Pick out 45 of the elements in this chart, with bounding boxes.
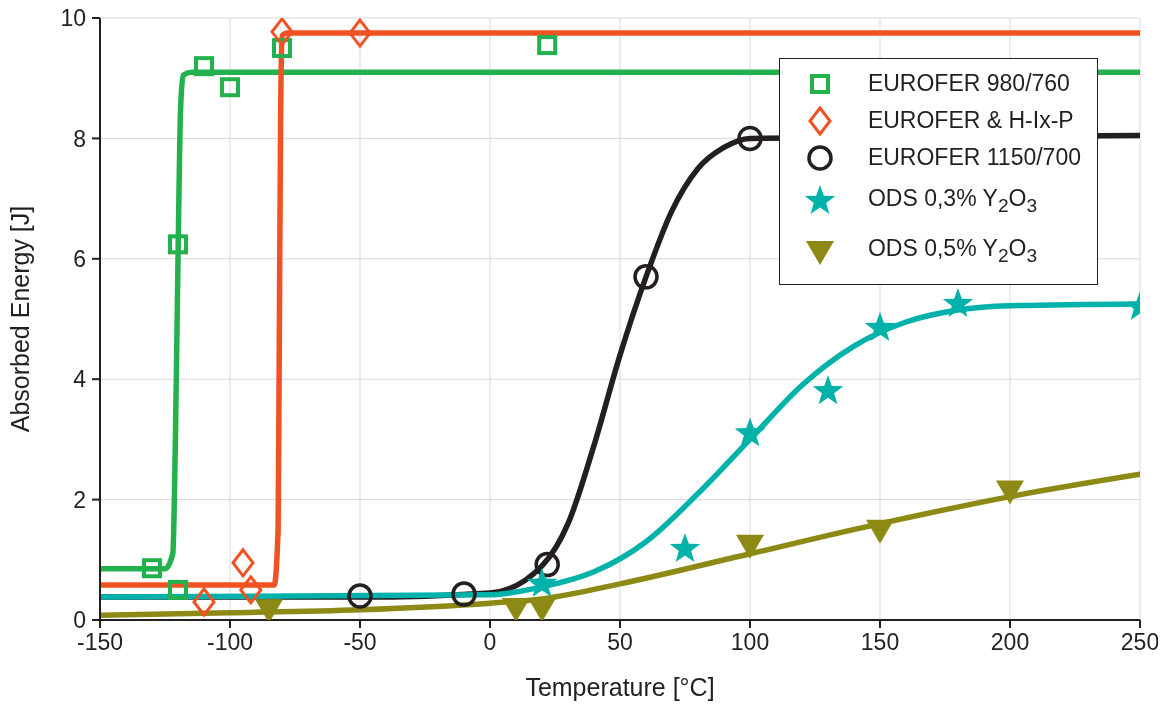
point xyxy=(866,519,894,544)
point xyxy=(734,417,766,447)
point xyxy=(534,551,560,578)
point xyxy=(736,534,764,559)
point xyxy=(812,375,844,405)
point xyxy=(231,548,255,578)
point xyxy=(526,567,558,597)
point xyxy=(864,312,896,341)
point xyxy=(142,558,162,579)
point xyxy=(270,18,294,47)
point xyxy=(737,125,763,152)
x-tick-label: 50 xyxy=(607,629,633,656)
y-tick-label: 10 xyxy=(60,5,86,32)
y-axis-title: Absorbed Energy [J] xyxy=(5,205,34,433)
x-tick-label: -50 xyxy=(343,629,377,656)
x-tick-label: 250 xyxy=(1120,629,1160,656)
legend-label: EUROFER & H-Ix-P xyxy=(867,107,1074,134)
x-tick-label: 0 xyxy=(483,629,497,656)
legend-label: ODS 0,5% Y$_{2}$O$_{3}$ xyxy=(867,235,1038,267)
point xyxy=(168,234,188,255)
point xyxy=(239,575,263,605)
y-tick-label: 2 xyxy=(73,486,86,513)
point xyxy=(528,597,556,620)
point xyxy=(996,480,1024,505)
x-tick-label: -100 xyxy=(206,629,254,656)
legend-label: ODS 0,3% Y$_{2}$O$_{3}$ xyxy=(867,185,1038,217)
point xyxy=(633,264,659,290)
y-tick-label: 6 xyxy=(73,245,86,272)
x-axis-title: Temperature [°C] xyxy=(525,673,715,701)
point xyxy=(348,18,372,48)
x-tick-label: 150 xyxy=(860,629,900,656)
point xyxy=(537,35,558,56)
x-tick-label: 100 xyxy=(730,629,770,656)
point xyxy=(502,597,530,620)
point xyxy=(220,77,240,98)
point xyxy=(168,579,188,600)
point xyxy=(192,587,216,617)
y-tick-label: 8 xyxy=(73,125,86,152)
legend-label: EUROFER 980/760 xyxy=(867,70,1070,97)
point xyxy=(451,581,477,607)
point xyxy=(347,583,373,609)
legend-label: EUROFER 1150/700 xyxy=(867,144,1081,171)
y-tick-label: 4 xyxy=(73,366,87,393)
x-tick-label: 200 xyxy=(990,629,1030,656)
point xyxy=(194,56,214,77)
